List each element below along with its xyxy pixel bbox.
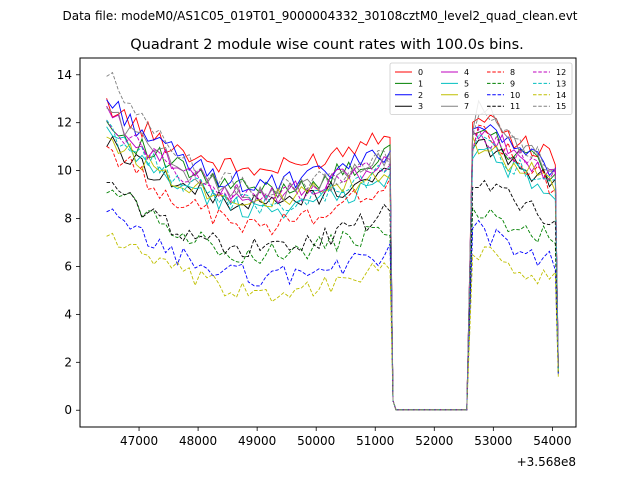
legend-label-9: 9 [510, 79, 515, 88]
series-line-11 [106, 179, 559, 411]
series-line-2 [106, 99, 559, 411]
y-tick-label: 0 [64, 403, 72, 417]
legend-label-4: 4 [464, 68, 469, 77]
y-tick-label: 8 [64, 212, 72, 226]
plot-frame [79, 57, 577, 428]
chart-title: Quadrant 2 module wise count rates with … [130, 37, 524, 53]
x-tick-label: 47000 [120, 434, 158, 448]
series-line-0 [106, 98, 559, 411]
series-line-8 [106, 124, 559, 411]
legend-label-6: 6 [464, 91, 469, 100]
legend-label-13: 13 [556, 79, 566, 88]
legend-label-12: 12 [556, 68, 566, 77]
x-tick-label: 53000 [474, 434, 512, 448]
series-line-5 [106, 126, 559, 411]
legend-label-3: 3 [418, 102, 423, 111]
legend-label-1: 1 [418, 79, 423, 88]
y-tick-label: 4 [64, 307, 72, 321]
legend-label-11: 11 [510, 102, 520, 111]
series-line-10 [106, 208, 559, 411]
x-offset-label: +3.568e8 [517, 455, 576, 469]
legend-label-5: 5 [464, 79, 469, 88]
axes-layer: 47000 48000 49000 50000 51000 52000 53000 54000… [57, 68, 572, 448]
chart-suptitle: Data file: modeM0/AS1C05_019T01_90000043… [62, 9, 577, 23]
legend-label-2: 2 [418, 91, 423, 100]
x-tick-label: 54000 [533, 434, 571, 448]
series-line-15 [106, 71, 559, 411]
series-line-13 [106, 119, 559, 411]
x-tick-label: 51000 [356, 434, 394, 448]
legend-frame [389, 62, 573, 115]
series-line-3 [106, 135, 559, 411]
legend-label-10: 10 [510, 91, 520, 100]
series-line-14 [106, 232, 559, 411]
legend-label-14: 14 [556, 91, 566, 100]
series-layer [106, 71, 559, 411]
series-line-9 [106, 189, 559, 411]
x-tick-label: 49000 [238, 434, 276, 448]
legend-label-15: 15 [556, 102, 566, 111]
x-tick-label: 52000 [415, 434, 453, 448]
y-tick-label: 14 [57, 68, 72, 82]
y-tick-label: 12 [57, 116, 72, 130]
legend-label-8: 8 [510, 68, 515, 77]
y-tick-label: 2 [64, 355, 72, 369]
legend-label-7: 7 [464, 102, 469, 111]
x-tick-label: 50000 [297, 434, 335, 448]
y-tick-label: 10 [57, 164, 72, 178]
x-tick-label: 48000 [179, 434, 217, 448]
legend-label-0: 0 [418, 68, 423, 77]
series-line-12 [106, 119, 559, 411]
y-tick-label: 6 [64, 259, 72, 273]
